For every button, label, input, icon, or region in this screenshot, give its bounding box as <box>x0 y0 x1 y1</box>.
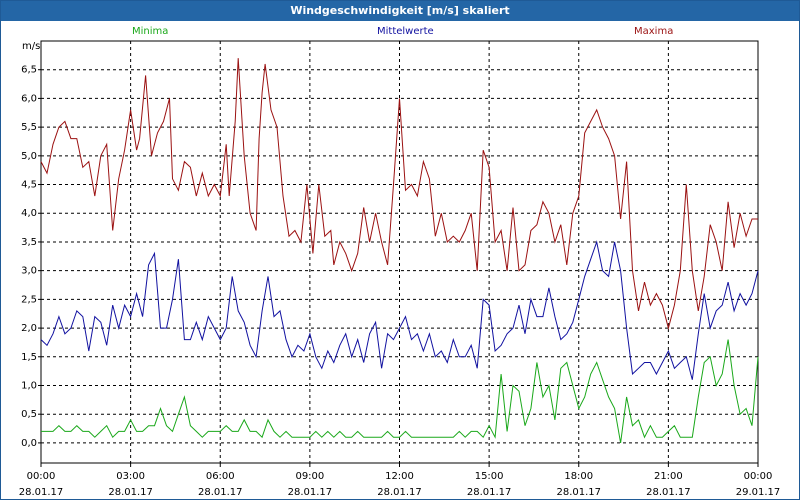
legend-mittelwerte: Mittelwerte <box>377 26 434 37</box>
y-axis-unit: m/s <box>22 41 41 52</box>
y-tick-label: 5,0 <box>21 151 37 162</box>
y-tick-label: 4,5 <box>21 180 37 191</box>
x-tick-date: 28.01.17 <box>556 487 601 498</box>
plot-frame <box>40 40 759 464</box>
y-tick-label: 5,5 <box>21 122 37 133</box>
x-tick-date: 28.01.17 <box>108 487 153 498</box>
y-tick-label: 0,5 <box>21 409 37 420</box>
x-tick-time: 09:00 <box>295 471 324 482</box>
x-tick-date: 28.01.17 <box>467 487 512 498</box>
y-tick-label: 1,0 <box>21 380 37 391</box>
x-tick-date: 28.01.17 <box>646 487 691 498</box>
series-minima <box>41 339 759 443</box>
series-mittelwerte <box>40 240 759 380</box>
y-tick-label: 0,0 <box>21 438 37 449</box>
x-tick-time: 06:00 <box>206 471 235 482</box>
y-tick-label: 3,5 <box>21 237 37 248</box>
x-tick-time: 12:00 <box>385 471 414 482</box>
line-chart: 0,0 0,5 1,0 1,5 2,0 2,5 3,0 3,5 4,0 4,5 5,0 5,5 6,0 6… <box>19 40 781 498</box>
series-maxima <box>40 58 758 331</box>
x-tick-time: 00:00 <box>744 471 773 482</box>
x-tick-date: 29.01.17 <box>736 487 781 498</box>
y-tick-label: 3,0 <box>21 266 37 277</box>
y-tick-label: 6,0 <box>21 93 37 104</box>
y-tick-label: 4,0 <box>21 208 37 219</box>
y-tick-label: 1,5 <box>21 352 37 363</box>
legend-minima: Minima <box>132 26 169 37</box>
legend-maxima: Maxima <box>634 26 674 37</box>
x-tick-date: 28.01.17 <box>377 487 422 498</box>
y-tick-label: 2,0 <box>21 323 37 334</box>
x-tick-date: 28.01.17 <box>198 487 243 498</box>
x-tick-time: 03:00 <box>116 471 145 482</box>
y-tick-label: 2,5 <box>21 294 37 305</box>
x-tick-date: 28.01.17 <box>19 487 64 498</box>
window-title: Windgeschwindigkeit [m/s] skaliert <box>1 1 799 21</box>
x-tick-time: 18:00 <box>564 471 593 482</box>
x-tick-time: 15:00 <box>475 471 504 482</box>
x-tick-date: 28.01.17 <box>288 487 333 498</box>
y-tick-label: 6,5 <box>21 65 37 76</box>
x-tick-time: 00:00 <box>27 471 56 482</box>
x-tick-time: 21:00 <box>654 471 683 482</box>
